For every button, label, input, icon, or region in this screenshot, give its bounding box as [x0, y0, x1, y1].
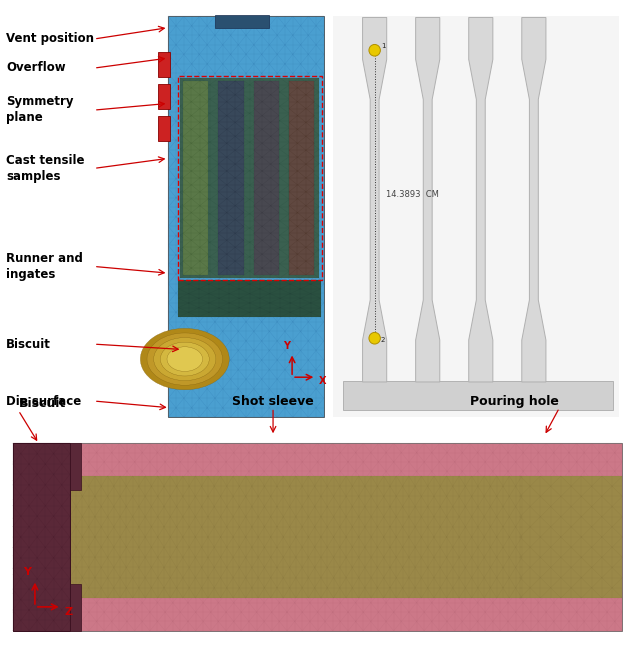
Text: X: X — [319, 376, 326, 386]
Ellipse shape — [147, 333, 223, 385]
Text: Shot sleeve: Shot sleeve — [232, 395, 314, 408]
Bar — [253, 81, 279, 275]
Bar — [343, 380, 613, 410]
Bar — [218, 81, 244, 275]
Ellipse shape — [167, 347, 203, 371]
Bar — [178, 76, 322, 280]
Bar — [215, 15, 269, 28]
Bar — [158, 52, 170, 76]
Circle shape — [369, 333, 380, 344]
Bar — [289, 81, 314, 275]
Text: Biscuit: Biscuit — [19, 397, 66, 410]
Bar — [13, 443, 622, 631]
Text: Die surface: Die surface — [6, 395, 82, 408]
Polygon shape — [70, 443, 81, 631]
Polygon shape — [522, 17, 546, 382]
Text: 14.3893  CM: 14.3893 CM — [386, 190, 439, 199]
Bar — [520, 476, 622, 598]
Text: Symmetry
plane: Symmetry plane — [6, 96, 74, 124]
Bar — [183, 81, 208, 275]
Text: Z: Z — [65, 607, 73, 617]
Text: Pouring hole: Pouring hole — [470, 395, 559, 408]
Polygon shape — [416, 17, 440, 382]
Bar — [13, 443, 70, 631]
Circle shape — [369, 45, 380, 56]
Bar — [180, 78, 319, 278]
Bar — [168, 16, 222, 417]
Polygon shape — [363, 17, 387, 382]
Bar — [158, 116, 170, 141]
Ellipse shape — [140, 329, 229, 389]
Text: 2: 2 — [381, 337, 385, 343]
Bar — [168, 16, 324, 417]
Text: 1: 1 — [381, 43, 385, 49]
Text: Y: Y — [23, 567, 31, 576]
Text: Y: Y — [283, 341, 291, 351]
Text: Biscuit: Biscuit — [6, 338, 51, 351]
Ellipse shape — [161, 342, 210, 376]
Bar — [70, 476, 522, 598]
Text: Overflow: Overflow — [6, 61, 66, 74]
Polygon shape — [469, 17, 493, 382]
Text: Cast tensile
samples: Cast tensile samples — [6, 154, 85, 182]
Ellipse shape — [154, 338, 216, 380]
Bar — [333, 16, 619, 417]
Bar — [158, 84, 170, 109]
Text: Runner and
ingates: Runner and ingates — [6, 252, 83, 281]
Text: Vent position: Vent position — [6, 32, 95, 45]
Bar — [178, 280, 321, 317]
